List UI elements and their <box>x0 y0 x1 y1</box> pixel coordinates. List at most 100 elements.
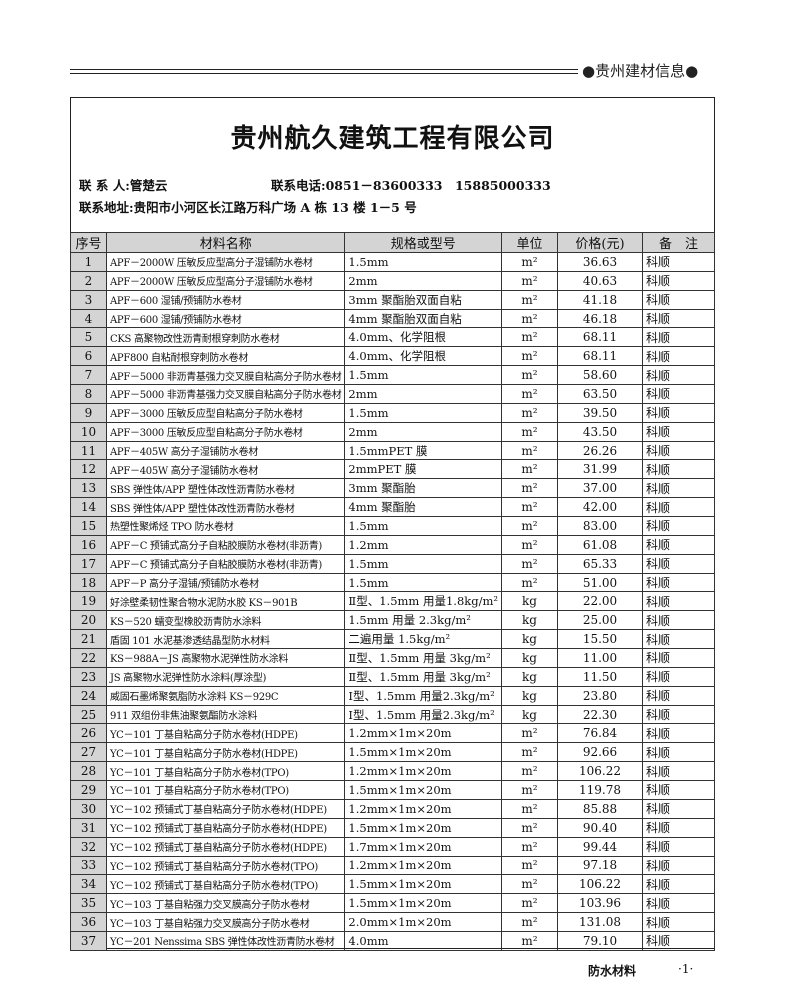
cell-col-unit: m² <box>501 365 558 386</box>
header-col-unit: 单位 <box>501 232 558 253</box>
cell-col-name: APF－3000 压敏反应型自粘高分子防水卷材 <box>105 421 346 442</box>
cell-col-price: 79.10 <box>557 930 643 951</box>
cell-col-name: YC－102 预铺式丁基自粘高分子防水卷材(HDPE) <box>105 817 346 838</box>
table-row: 30 YC－102 预铺式丁基自粘高分子防水卷材(HDPE) 1.2mm×1m×20… <box>70 798 715 819</box>
cell-col-spec: 二遍用量 1.5kg/m² <box>344 629 502 650</box>
cell-col-name: YC－101 丁基自粘高分子防水卷材(TPO) <box>105 780 346 800</box>
cell-col-price: 119.78 <box>557 780 643 800</box>
table-row: 7 APF－5000 非沥青基强力交叉膜自粘高分子防水卷材 1.5mm m² 58.60… <box>70 365 715 386</box>
cell-col-remark: 科顺 <box>642 685 715 706</box>
cell-col-remark: 科顺 <box>642 723 715 744</box>
cell-col-price: 31.99 <box>557 459 643 480</box>
cell-col-no: 29 <box>70 780 107 800</box>
cell-col-price: 131.08 <box>557 912 643 932</box>
cell-col-name: APF－600 湿铺/预铺防水卷材 <box>105 289 346 310</box>
cell-col-remark: 科顺 <box>642 440 715 461</box>
cell-col-spec: 3mm 聚酯胎 <box>344 478 502 499</box>
cell-col-name: 好涂壁柔韧性聚合物水泥防水胶 KS－901B <box>105 591 346 612</box>
table-row: 26 YC－101 丁基自粘高分子防水卷材(HDPE) 1.2mm×1m×20m m²… <box>70 723 715 744</box>
cell-col-no: 23 <box>70 666 107 687</box>
cell-col-remark: 科顺 <box>642 817 715 838</box>
cell-col-name: SBS 弹性体/APP 塑性体改性沥青防水卷材 <box>105 478 346 499</box>
cell-col-spec: 1.2mm×1m×20m <box>344 723 502 744</box>
contact-line: 联 系 人:管楚云 联系电话:0851－83600333 15885000333 <box>79 175 551 194</box>
cell-col-spec: 1.5mm <box>344 516 502 536</box>
cell-col-unit: kg <box>501 666 558 687</box>
table-row: 37 YC－201 Nenssima SBS 弹性体改性沥青防水卷材 4.0mm m²… <box>70 930 715 951</box>
cell-col-no: 30 <box>70 798 107 819</box>
cell-col-price: 22.00 <box>557 591 643 612</box>
cell-col-spec: Ⅱ型、1.5mm 用量 3kg/m² <box>344 666 502 687</box>
cell-col-name: YC－102 预铺式丁基自粘高分子防水卷材(TPO) <box>105 874 346 895</box>
cell-col-spec: 1.5mm 用量 2.3kg/m² <box>344 610 502 631</box>
table-row: 25 911 双组份非焦油聚氨酯防水涂料 Ⅰ型、1.5mm 用量2.3kg/m² kg… <box>70 704 715 725</box>
cell-col-spec: 1.5mm <box>344 572 502 593</box>
cell-col-unit: kg <box>501 685 558 706</box>
cell-col-no: 21 <box>70 629 107 650</box>
cell-col-no: 2 <box>70 270 107 291</box>
cell-col-remark: 科顺 <box>642 365 715 386</box>
cell-col-no: 20 <box>70 610 107 631</box>
company-listing: 贵州航久建筑工程有限公司 联 系 人:管楚云 联系电话:0851－8360033… <box>70 97 715 951</box>
cell-col-name: CKS 高聚物改性沥青耐根穿刺防水卷材 <box>105 327 346 348</box>
cell-col-no: 1 <box>70 252 107 272</box>
cell-col-remark: 科顺 <box>642 478 715 499</box>
cell-col-no: 17 <box>70 553 107 574</box>
cell-col-name: APF－C 预铺式高分子自粘胶膜防水卷材(非沥青) <box>105 534 346 555</box>
table-row: 19 好涂壁柔韧性聚合物水泥防水胶 KS－901B Ⅱ型、1.5mm 用量1.8kg… <box>70 591 715 612</box>
cell-col-remark: 科顺 <box>642 534 715 555</box>
cell-col-name: YC－102 预铺式丁基自粘高分子防水卷材(HDPE) <box>105 798 346 819</box>
cell-col-price: 15.50 <box>557 629 643 650</box>
cell-col-unit: m² <box>501 723 558 744</box>
cell-col-name: APF－3000 压敏反应型自粘高分子防水卷材 <box>105 402 346 423</box>
table-row: 32 YC－102 预铺式丁基自粘高分子防水卷材(HDPE) 1.7mm×1m×20… <box>70 836 715 857</box>
table-row: 13 SBS 弹性体/APP 塑性体改性沥青防水卷材 3mm 聚酯胎 m² 37.00 科… <box>70 478 715 499</box>
table-header-row: 序号 材料名称 规格或型号 单位 价格(元) 备 注 <box>70 232 715 253</box>
table-row: 14 SBS 弹性体/APP 塑性体改性沥青防水卷材 4mm 聚酯胎 m² 42.00 科… <box>70 497 715 518</box>
cell-col-name: YC－101 丁基自粘高分子防水卷材(HDPE) <box>105 742 346 763</box>
cell-col-spec: 1.2mm×1m×20m <box>344 855 502 876</box>
cell-col-no: 18 <box>70 572 107 593</box>
page-number: ·1· <box>678 962 694 976</box>
cell-col-remark: 科顺 <box>642 252 715 272</box>
cell-col-unit: m² <box>501 836 558 857</box>
cell-col-price: 65.33 <box>557 553 643 574</box>
cell-col-unit: m² <box>501 761 558 782</box>
cell-col-unit: kg <box>501 610 558 631</box>
cell-col-name: APF－5000 非沥青基强力交叉膜自粘高分子防水卷材 <box>105 365 346 386</box>
cell-col-price: 43.50 <box>557 421 643 442</box>
cell-col-price: 22.30 <box>557 704 643 725</box>
price-table: 序号 材料名称 规格或型号 单位 价格(元) 备 注 1 APF－2000W 压敏反应型高分… <box>70 232 715 951</box>
cell-col-price: 106.22 <box>557 874 643 895</box>
cell-col-remark: 科顺 <box>642 384 715 404</box>
cell-col-price: 11.50 <box>557 666 643 687</box>
cell-col-spec: 4.0mm、化学阻根 <box>344 327 502 348</box>
cell-col-name: APF－600 湿铺/预铺防水卷材 <box>105 308 346 329</box>
cell-col-name: YC－102 预铺式丁基自粘高分子防水卷材(HDPE) <box>105 836 346 857</box>
cell-col-unit: m² <box>501 478 558 499</box>
cell-col-spec: Ⅰ型、1.5mm 用量2.3kg/m² <box>344 685 502 706</box>
cell-col-spec: 4mm 聚酯胎双面自粘 <box>344 308 502 329</box>
cell-col-price: 42.00 <box>557 497 643 518</box>
cell-col-remark: 科顺 <box>642 421 715 442</box>
cell-col-unit: m² <box>501 327 558 348</box>
cell-col-spec: 1.5mm×1m×20m <box>344 742 502 763</box>
cell-col-remark: 科顺 <box>642 855 715 876</box>
cell-col-name: KS－520 蠕变型橡胶沥青防水涂料 <box>105 610 346 631</box>
cell-col-spec: 2mm <box>344 270 502 291</box>
cell-col-price: 58.60 <box>557 365 643 386</box>
table-row: 21 盾固 101 水泥基渗透结晶型防水材料 二遍用量 1.5kg/m² kg 15.5… <box>70 629 715 650</box>
cell-col-remark: 科顺 <box>642 289 715 310</box>
cell-col-no: 34 <box>70 874 107 895</box>
cell-col-no: 24 <box>70 685 107 706</box>
cell-col-spec: 2mm <box>344 384 502 404</box>
cell-col-name: 威固石墨烯聚氨脂防水涂料 KS－929C <box>105 685 346 706</box>
table-row: 18 APF－P 高分子湿铺/预铺防水卷材 1.5mm m² 51.00 科顺 <box>70 572 715 593</box>
cell-col-price: 68.11 <box>557 346 643 367</box>
table-row: 36 YC－103 丁基自粘强力交叉膜高分子防水卷材 2.0mm×1m×20m m² 1… <box>70 912 715 932</box>
header-col-remark: 备 注 <box>642 232 715 253</box>
cell-col-remark: 科顺 <box>642 874 715 895</box>
table-row: 34 YC－102 预铺式丁基自粘高分子防水卷材(TPO) 1.5mm×1m×20m… <box>70 874 715 895</box>
table-row: 10 APF－3000 压敏反应型自粘高分子防水卷材 2mm m² 43.50 科顺 <box>70 421 715 442</box>
cell-col-unit: m² <box>501 402 558 423</box>
